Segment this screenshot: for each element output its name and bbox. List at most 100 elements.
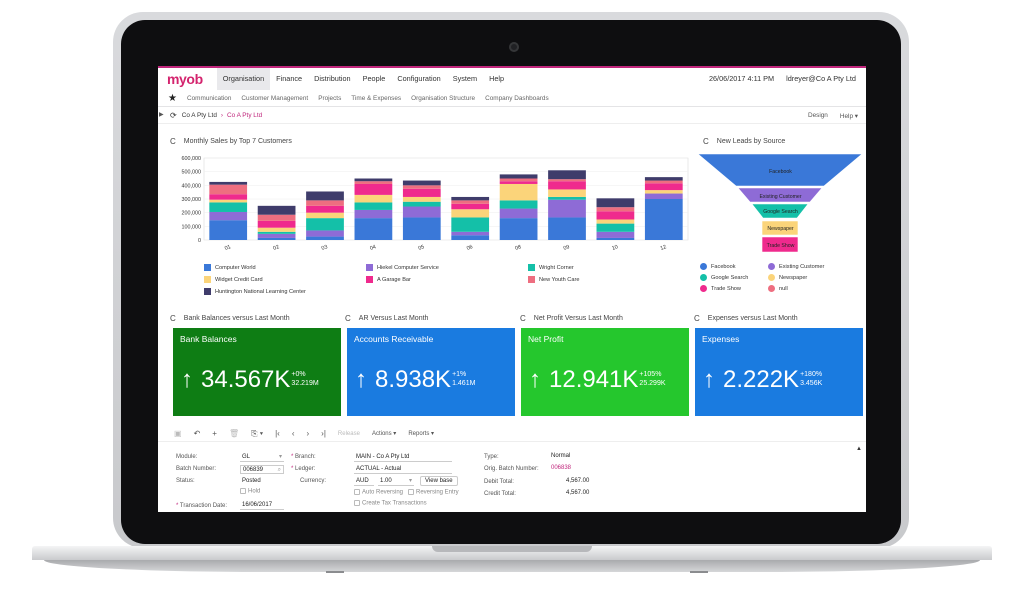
bar-segment[interactable]	[257, 214, 296, 221]
subnav-tab[interactable]: Communication	[187, 95, 232, 102]
rate-input[interactable]: 1.00 ▾	[378, 478, 414, 486]
design-button[interactable]: Design	[807, 112, 828, 119]
subnav-tab[interactable]: Time & Expenses	[351, 95, 402, 102]
legend-entry[interactable]: Widget Credit Card	[204, 276, 263, 283]
bar-segment[interactable]	[402, 180, 441, 186]
bar-segment[interactable]	[596, 231, 635, 238]
bar-segment[interactable]	[257, 231, 296, 234]
bar-segment[interactable]	[257, 233, 296, 238]
reversing-entry-checkbox[interactable]: Reversing Entry	[408, 489, 459, 496]
bar-segment[interactable]	[451, 235, 490, 240]
last-record-icon[interactable]: ›|	[321, 429, 326, 438]
previous-record-icon[interactable]: ‹	[291, 429, 295, 438]
funnel-segment[interactable]	[761, 236, 799, 253]
bar-segment[interactable]	[209, 211, 248, 221]
bank-balances-tile[interactable]: Bank Balances ↑ 34.567K +0% 32.219M	[173, 328, 341, 416]
bar-segment[interactable]	[548, 196, 586, 200]
currency-input[interactable]: AUD	[354, 477, 374, 486]
menu-help[interactable]: Help	[489, 74, 505, 83]
subnav-tab[interactable]: Company Dashboards	[485, 95, 549, 102]
bar-segment[interactable]	[451, 209, 490, 218]
subnav-tab[interactable]: Organisation Structure	[411, 95, 476, 102]
breadcrumb-current[interactable]: Co A Pty Ltd	[227, 112, 263, 119]
menu-system[interactable]: System	[452, 74, 478, 83]
bar-segment[interactable]	[354, 194, 393, 203]
bar-segment[interactable]	[306, 191, 344, 201]
legend-entry[interactable]: Computer World	[204, 264, 256, 271]
bar-segment[interactable]	[499, 174, 538, 179]
bar-segment[interactable]	[451, 196, 490, 201]
refresh-widget-icon[interactable]: C	[694, 314, 700, 323]
bar-segment[interactable]	[354, 183, 393, 195]
undo-icon[interactable]: ↶	[193, 429, 201, 438]
next-record-icon[interactable]: ›	[306, 429, 310, 438]
bar-segment[interactable]	[644, 183, 683, 191]
leads-legend-entry[interactable]: Google Search	[700, 274, 748, 281]
bar-segment[interactable]	[257, 205, 296, 215]
favorites-star-icon[interactable]: ★	[168, 93, 177, 104]
bar-segment[interactable]	[596, 223, 635, 232]
bar-segment[interactable]	[402, 196, 441, 202]
refresh-widget-icon[interactable]: C	[345, 314, 351, 323]
module-select[interactable]: GL ▾	[240, 454, 284, 462]
funnel-segment[interactable]	[751, 203, 809, 219]
bar-segment[interactable]	[548, 199, 586, 218]
bar-segment[interactable]	[644, 180, 683, 184]
delete-icon[interactable]: 🗑	[228, 429, 240, 438]
bar-segment[interactable]	[306, 218, 344, 231]
bar-segment[interactable]	[209, 202, 248, 212]
legend-entry[interactable]: New Youth Care	[528, 276, 579, 283]
bar-segment[interactable]	[451, 200, 490, 204]
accounts-receivable-tile[interactable]: Accounts Receivable ↑ 8.938K +1% 1.461M	[347, 328, 515, 416]
bar-segment[interactable]	[306, 236, 344, 240]
leads-legend-entry[interactable]: Facebook	[700, 263, 736, 270]
bar-segment[interactable]	[548, 170, 586, 180]
view-base-button[interactable]: View base	[420, 476, 458, 486]
branch-input[interactable]: MAIN - Co A Pty Ltd	[354, 453, 452, 462]
help-button[interactable]: Help ▾	[839, 113, 858, 120]
subnav-tab[interactable]: Customer Management	[241, 95, 309, 102]
bar-segment[interactable]	[499, 200, 538, 209]
breadcrumb-root[interactable]: Co A Pty Ltd	[181, 112, 217, 119]
collapse-icon[interactable]: ▲	[856, 446, 862, 452]
bar-segment[interactable]	[644, 177, 683, 181]
bar-segment[interactable]	[548, 181, 586, 190]
hold-checkbox[interactable]: Hold	[240, 488, 260, 495]
menu-people[interactable]: People	[362, 74, 386, 83]
bar-segment[interactable]	[596, 237, 635, 240]
bar-segment[interactable]	[209, 194, 248, 200]
menu-finance[interactable]: Finance	[276, 74, 303, 83]
bar-segment[interactable]	[548, 179, 586, 182]
save-icon[interactable]: ▣	[174, 429, 182, 438]
bar-segment[interactable]	[306, 230, 344, 237]
bar-segment[interactable]	[644, 193, 683, 199]
bar-segment[interactable]	[451, 203, 490, 210]
bar-segment[interactable]	[548, 189, 586, 197]
bar-segment[interactable]	[402, 206, 441, 218]
bar-segment[interactable]	[257, 237, 296, 240]
bar-segment[interactable]	[596, 207, 635, 212]
leads-legend-entry[interactable]: Existing Customer	[768, 263, 824, 270]
ledger-input[interactable]: ACTUAL - Actual	[354, 465, 452, 474]
refresh-widget-icon[interactable]: C	[170, 137, 176, 146]
menu-distribution[interactable]: Distribution	[314, 74, 351, 83]
bar-segment[interactable]	[209, 184, 248, 195]
auto-reversing-checkbox[interactable]: Auto Reversing	[354, 489, 403, 496]
funnel-segment[interactable]	[698, 154, 863, 187]
add-icon[interactable]: +	[212, 429, 217, 438]
leads-legend-entry[interactable]: null	[768, 285, 788, 292]
expenses-tile[interactable]: Expenses ↑ 2.222K +180% 3.456K	[695, 328, 863, 416]
legend-entry[interactable]: Huntington National Learning Center	[204, 288, 306, 295]
subnav-tab[interactable]: Projects	[318, 95, 342, 102]
net-profit-tile[interactable]: Net Profit ↑ 12.941K +105% 25.299K	[521, 328, 689, 416]
legend-entry[interactable]: Wright Corner	[528, 264, 574, 271]
bar-segment[interactable]	[257, 227, 296, 232]
funnel-segment[interactable]	[761, 220, 799, 236]
create-tax-checkbox[interactable]: Create Tax Transactions	[354, 500, 427, 507]
bar-segment[interactable]	[354, 209, 393, 219]
bar-segment[interactable]	[354, 218, 393, 240]
bar-segment[interactable]	[402, 188, 441, 197]
bar-segment[interactable]	[209, 181, 248, 185]
bar-segment[interactable]	[257, 220, 296, 228]
refresh-icon[interactable]: ⟳	[170, 111, 177, 120]
